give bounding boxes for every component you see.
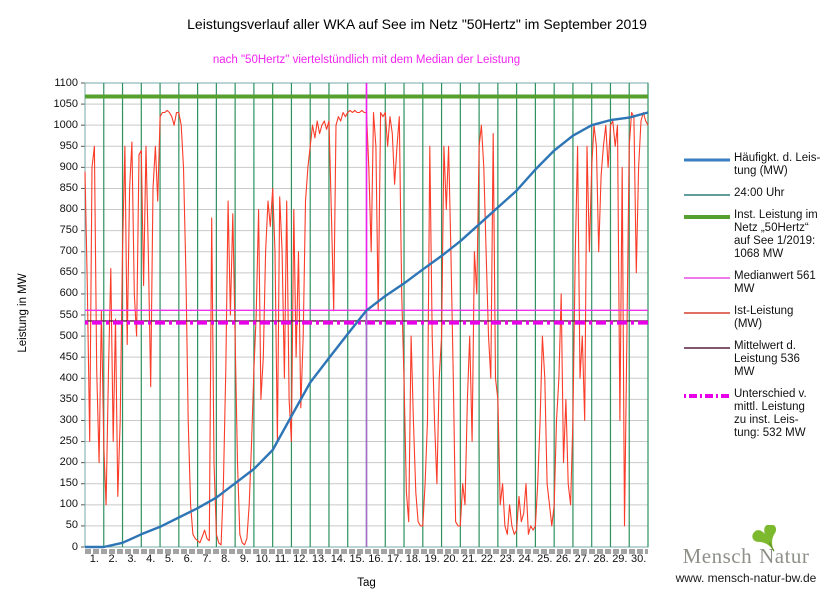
x-tick-label: 29. [612, 553, 628, 565]
legend-label: Unterschied v. mittl. Leistung zu inst. … [734, 388, 807, 439]
x-tick-label: 21. [462, 553, 478, 565]
y-tick-label: 650 [59, 266, 78, 279]
x-tick-label: 18. [405, 553, 422, 565]
chart-title: Leistungsverlauf aller WKA auf See im Ne… [187, 16, 647, 32]
legend-swatch-medianwert [684, 277, 730, 279]
x-tick-label: 4. [146, 553, 156, 565]
y-tick-label: 1100 [54, 76, 78, 89]
x-tick-label: 12. [293, 553, 309, 565]
y-tick-label: 400 [59, 371, 78, 384]
y-tick-label: 300 [59, 413, 78, 426]
x-tick-label: 2. [108, 553, 118, 565]
legend-swatch-mitternacht [684, 194, 730, 196]
legend-label: 24:00 Uhr [734, 187, 785, 199]
legend: Häufigkt. d. Leis- tung (MW) 24:00 Uhr Ins… [684, 152, 832, 449]
x-tick-label: 22. [480, 553, 497, 565]
legend-swatch-haeufigkeit [684, 158, 730, 162]
y-tick-label: 900 [59, 160, 78, 173]
logo-text-natur: Natur [759, 544, 810, 568]
x-tick-label: 20. [443, 553, 459, 565]
logo-url: www. mensch-natur-bw.de [675, 571, 817, 585]
legend-item-inst-leistung: Inst. Leistung im Netz „50Hertz“ auf See… [684, 209, 832, 261]
y-tick-label: 1050 [53, 97, 78, 110]
x-tick-label: 24. [518, 553, 534, 565]
legend-item-haeufigkeit: Häufigkt. d. Leis- tung (MW) [684, 152, 832, 178]
y-tick-label: 1000 [53, 118, 78, 131]
y-tick-label: 550 [59, 308, 78, 321]
x-tick-label: 23. [499, 553, 515, 565]
legend-item-mitternacht: 24:00 Uhr [684, 187, 832, 200]
x-tick-label: 25. [537, 553, 553, 565]
x-tick-label: 26. [555, 553, 572, 565]
legend-item-mittelwert: Mittelwert d. Leistung 536 MW [684, 340, 832, 379]
x-tick-label: 6. [183, 553, 193, 565]
x-tick-label: 7. [202, 553, 212, 565]
ginkgo-leaf-icon [752, 525, 777, 552]
y-tick-label: 350 [59, 392, 78, 405]
y-tick-label: 0 [71, 540, 78, 553]
legend-item-unterschied: Unterschied v. mittl. Leistung zu inst. … [684, 388, 832, 440]
y-tick-label: 100 [59, 498, 78, 511]
x-tick-label: 5. [164, 553, 175, 565]
legend-label: Inst. Leistung im Netz „50Hertz“ auf See… [734, 209, 818, 260]
legend-item-medianwert: Medianwert 561 MW [684, 270, 832, 296]
x-tick-label: 11. [274, 553, 290, 565]
legend-label: Ist-Leistung (MW) [734, 305, 794, 330]
x-axis-title: Tag [357, 577, 376, 589]
y-tick-label: 750 [59, 224, 78, 237]
x-tick-label: 14. [330, 553, 346, 565]
x-tick-label: 28. [593, 553, 609, 565]
legend-swatch-mittelwert [684, 347, 730, 349]
x-tick-label: 13. [311, 553, 328, 565]
x-tick-label: 27. [574, 553, 590, 565]
legend-swatch-inst-leistung [684, 215, 730, 219]
x-tick-label: 15. [349, 553, 365, 565]
logo-name: Mensch Natur [664, 525, 828, 569]
y-tick-label: 850 [59, 181, 78, 194]
y-tick-label: 200 [59, 456, 78, 469]
y-tick-label: 950 [59, 139, 78, 152]
logo: Mensch Natur www. mensch-natur-bw.de [664, 524, 828, 585]
y-tick-label: 500 [59, 329, 78, 342]
y-tick-label: 450 [59, 350, 78, 363]
x-tick-label: 9. [239, 553, 250, 565]
legend-label: Mittelwert d. Leistung 536 MW [734, 340, 800, 378]
x-tick-label: 1. [89, 553, 99, 565]
legend-swatch-unterschied [684, 394, 730, 398]
x-tick-label: 3. [127, 553, 137, 565]
x-tick-label: 17. [386, 553, 403, 565]
y-tick-label: 150 [59, 477, 78, 490]
y-tick-label: 250 [59, 435, 78, 448]
legend-swatch-ist-leistung [684, 312, 730, 314]
haeufigkeit-line [85, 111, 649, 549]
logo-text-mensch: Mensch [682, 544, 753, 568]
chart-subtitle: nach "50Hertz" viertelstündlich mit dem … [212, 54, 521, 66]
x-tick-label: 10. [255, 553, 271, 565]
x-tick-label: 19. [424, 553, 440, 565]
y-tick-label: 700 [59, 245, 78, 258]
x-tick-label: 8. [221, 553, 231, 565]
y-tick-label: 50 [65, 519, 78, 532]
x-tick-label: 16. [368, 553, 384, 565]
legend-label: Häufigkt. d. Leis- tung (MW) [734, 152, 821, 177]
y-tick-label: 600 [59, 287, 78, 300]
legend-label: Medianwert 561 MW [734, 270, 816, 295]
legend-item-ist-leistung: Ist-Leistung (MW) [684, 305, 832, 331]
y-tick-label: 800 [59, 203, 78, 216]
x-tick-label: 30. [630, 553, 647, 565]
